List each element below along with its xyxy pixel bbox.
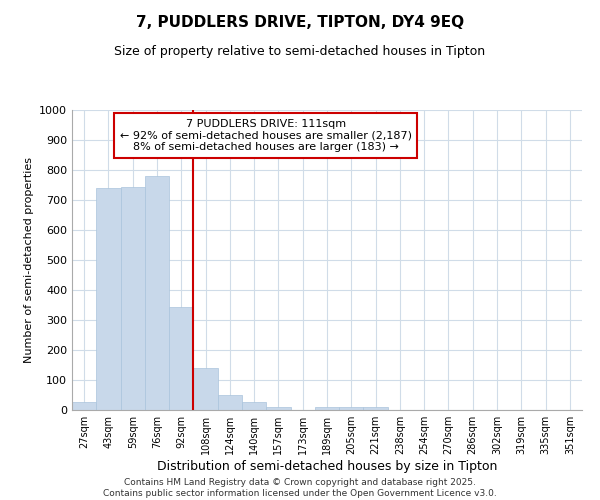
Text: 7 PUDDLERS DRIVE: 111sqm
← 92% of semi-detached houses are smaller (2,187)
8% of: 7 PUDDLERS DRIVE: 111sqm ← 92% of semi-d… xyxy=(120,119,412,152)
X-axis label: Distribution of semi-detached houses by size in Tipton: Distribution of semi-detached houses by … xyxy=(157,460,497,473)
Bar xyxy=(72,402,96,410)
Bar xyxy=(121,186,145,410)
Bar xyxy=(242,402,266,410)
Bar xyxy=(96,188,121,410)
Text: Size of property relative to semi-detached houses in Tipton: Size of property relative to semi-detach… xyxy=(115,45,485,58)
Bar xyxy=(145,176,169,410)
Bar xyxy=(193,368,218,410)
Bar xyxy=(315,407,339,410)
Bar xyxy=(364,407,388,410)
Bar xyxy=(169,306,193,410)
Bar xyxy=(339,407,364,410)
Bar xyxy=(218,395,242,410)
Bar xyxy=(266,407,290,410)
Y-axis label: Number of semi-detached properties: Number of semi-detached properties xyxy=(23,157,34,363)
Text: 7, PUDDLERS DRIVE, TIPTON, DY4 9EQ: 7, PUDDLERS DRIVE, TIPTON, DY4 9EQ xyxy=(136,15,464,30)
Text: Contains HM Land Registry data © Crown copyright and database right 2025.
Contai: Contains HM Land Registry data © Crown c… xyxy=(103,478,497,498)
